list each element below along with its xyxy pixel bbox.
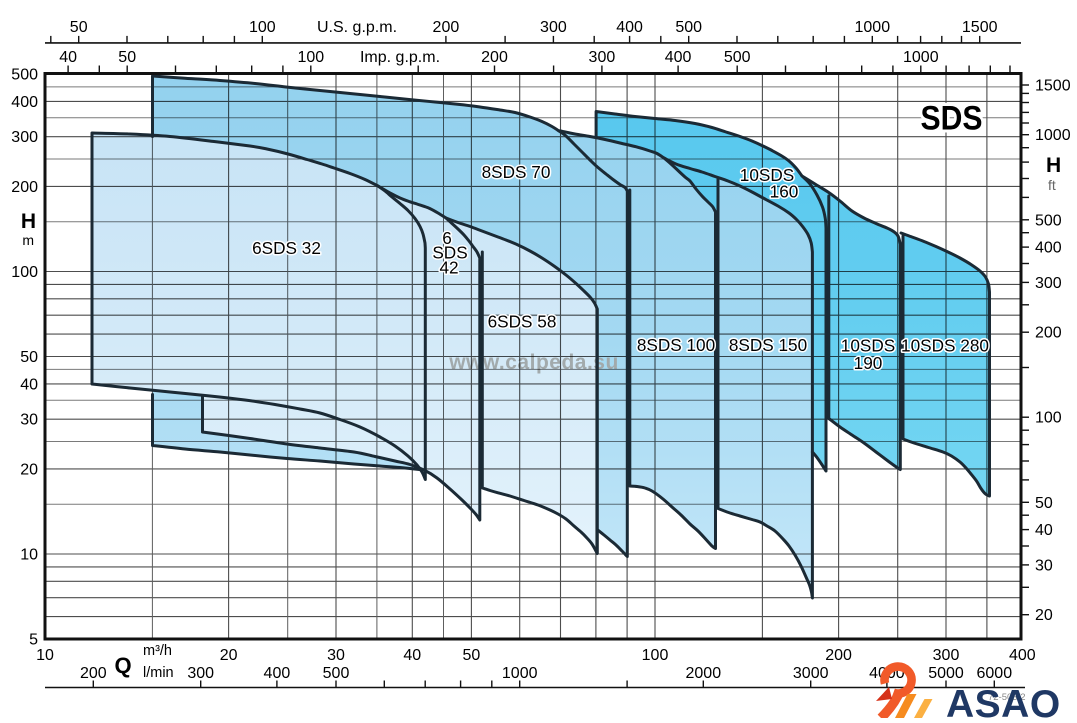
svg-text:m: m: [22, 232, 34, 248]
svg-text:500: 500: [11, 67, 38, 84]
svg-text:1000: 1000: [855, 19, 891, 36]
svg-text:400: 400: [1009, 647, 1036, 664]
svg-text:10SDS 280: 10SDS 280: [901, 336, 989, 356]
svg-text:50: 50: [463, 647, 481, 664]
svg-text:500: 500: [724, 49, 751, 66]
svg-text:200: 200: [825, 647, 852, 664]
svg-text:100: 100: [297, 49, 324, 66]
svg-text:Q: Q: [114, 653, 131, 678]
svg-text:2000: 2000: [686, 665, 722, 682]
svg-text:6000: 6000: [977, 665, 1013, 682]
svg-text:300: 300: [11, 129, 38, 146]
svg-text:200: 200: [481, 49, 508, 66]
svg-text:500: 500: [675, 19, 702, 36]
svg-text:400: 400: [264, 665, 291, 682]
svg-text:100: 100: [11, 264, 38, 281]
svg-text:30: 30: [1035, 557, 1053, 574]
svg-text:www.calpeda.su: www.calpeda.su: [448, 351, 619, 374]
svg-text:20: 20: [20, 461, 38, 478]
svg-text:U.S. g.p.m.: U.S. g.p.m.: [317, 19, 397, 36]
svg-text:5: 5: [29, 632, 38, 649]
svg-text:42: 42: [439, 258, 458, 278]
svg-text:190: 190: [854, 353, 883, 373]
svg-text:40: 40: [20, 376, 38, 393]
svg-text:l/min: l/min: [143, 665, 174, 681]
svg-text:6: 6: [442, 228, 452, 248]
svg-text:400: 400: [11, 94, 38, 111]
svg-text:20: 20: [220, 647, 238, 664]
svg-text:300: 300: [187, 665, 214, 682]
svg-text:300: 300: [540, 19, 567, 36]
svg-text:SDS: SDS: [921, 100, 983, 138]
svg-text:Imp. g.p.m.: Imp. g.p.m.: [360, 49, 440, 66]
svg-text:8SDS 70: 8SDS 70: [482, 162, 551, 182]
svg-text:1500: 1500: [962, 19, 998, 36]
svg-text:160: 160: [770, 182, 799, 202]
svg-text:H: H: [21, 210, 36, 233]
svg-text:10SDS: 10SDS: [740, 165, 794, 185]
svg-text:m³/h: m³/h: [143, 643, 172, 659]
svg-text:72-503/2: 72-503/2: [988, 692, 1026, 703]
svg-text:100: 100: [1035, 410, 1062, 427]
svg-text:100: 100: [642, 647, 669, 664]
svg-text:500: 500: [1035, 212, 1062, 229]
svg-text:8SDS 100: 8SDS 100: [637, 335, 715, 355]
svg-text:10: 10: [36, 647, 54, 664]
svg-text:50: 50: [1035, 495, 1053, 512]
svg-text:200: 200: [11, 179, 38, 196]
svg-text:400: 400: [616, 19, 643, 36]
svg-text:ft: ft: [1048, 177, 1056, 193]
svg-text:1000: 1000: [1035, 127, 1071, 144]
svg-text:20: 20: [1035, 607, 1053, 624]
svg-text:40: 40: [1035, 522, 1053, 539]
svg-text:300: 300: [933, 647, 960, 664]
svg-text:100: 100: [249, 19, 276, 36]
svg-text:50: 50: [70, 19, 88, 36]
svg-text:200: 200: [80, 665, 107, 682]
svg-text:8SDS 150: 8SDS 150: [729, 335, 807, 355]
svg-text:6SDS 58: 6SDS 58: [488, 312, 557, 332]
svg-text:200: 200: [433, 19, 460, 36]
svg-text:30: 30: [327, 647, 345, 664]
svg-text:30: 30: [20, 412, 38, 429]
svg-text:10SDS: 10SDS: [841, 336, 895, 356]
svg-text:400: 400: [665, 49, 692, 66]
svg-text:40: 40: [59, 49, 77, 66]
svg-text:300: 300: [589, 49, 616, 66]
svg-text:50: 50: [20, 349, 38, 366]
svg-text:1000: 1000: [903, 49, 939, 66]
svg-text:3000: 3000: [793, 665, 829, 682]
svg-text:200: 200: [1035, 325, 1062, 342]
svg-text:SDS: SDS: [432, 243, 467, 263]
svg-text:1000: 1000: [502, 665, 538, 682]
svg-text:1500: 1500: [1035, 78, 1071, 95]
svg-text:300: 300: [1035, 275, 1062, 292]
svg-text:400: 400: [1035, 240, 1062, 257]
svg-text:500: 500: [323, 665, 350, 682]
svg-text:6SDS 32: 6SDS 32: [252, 238, 321, 258]
svg-text:50: 50: [118, 49, 136, 66]
svg-text:5000: 5000: [928, 665, 964, 682]
svg-text:ASAO: ASAO: [946, 683, 1061, 718]
svg-text:40: 40: [403, 647, 421, 664]
svg-text:H: H: [1046, 154, 1061, 177]
svg-text:10: 10: [20, 547, 38, 564]
